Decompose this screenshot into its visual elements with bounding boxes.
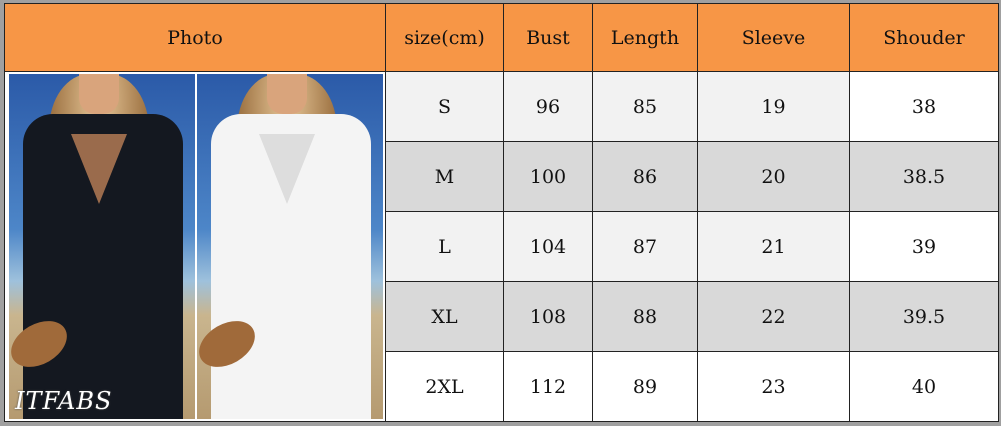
- header-bust: Bust: [503, 3, 593, 72]
- cell-size: L: [385, 211, 504, 282]
- cell-shoulder: 39.5: [849, 281, 999, 352]
- cell-sleeve: 20: [697, 141, 850, 212]
- table-row: XL 108 88 22 39.5: [5, 281, 999, 352]
- cell-sleeve: 19: [697, 71, 850, 142]
- cell-sleeve: 23: [697, 351, 850, 422]
- header-length: Length: [592, 3, 698, 72]
- table-row: ITFABS S 96 85 19 38: [4, 71, 999, 422]
- cell-bust: 96: [503, 71, 593, 142]
- header-shoulder: Shouder: [849, 3, 999, 72]
- table-row: M 100 86 20 38.5: [5, 141, 999, 212]
- cell-bust: 112: [503, 351, 593, 422]
- header-photo: Photo: [4, 3, 386, 72]
- header-row: Photo size(cm) Bust Length Sleeve Shoude…: [4, 3, 999, 72]
- cell-sleeve: 22: [697, 281, 850, 352]
- cell-size: S: [385, 71, 504, 142]
- table-row: L 104 87 21 39: [5, 211, 999, 282]
- cell-bust: 100: [503, 141, 593, 212]
- header-sleeve: Sleeve: [697, 3, 850, 72]
- cell-length: 88: [592, 281, 698, 352]
- product-photo: ITFABS: [4, 71, 386, 422]
- cell-shoulder: 40: [849, 351, 999, 422]
- table-row: 2XL 112 89 23 40: [5, 351, 999, 422]
- white-dress-image: [197, 74, 383, 419]
- cell-length: 86: [592, 141, 698, 212]
- header-size: size(cm): [385, 3, 504, 72]
- size-table: Photo size(cm) Bust Length Sleeve Shoude…: [4, 3, 999, 422]
- cell-bust: 108: [503, 281, 593, 352]
- cell-shoulder: 38.5: [849, 141, 999, 212]
- cell-shoulder: 38: [849, 71, 999, 142]
- watermark-logo: ITFABS: [15, 387, 113, 415]
- black-dress-image: [9, 74, 195, 419]
- cell-size: 2XL: [385, 351, 504, 422]
- cell-bust: 104: [503, 211, 593, 282]
- cell-length: 87: [592, 211, 698, 282]
- cell-size: M: [385, 141, 504, 212]
- cell-length: 85: [592, 71, 698, 142]
- cell-size: XL: [385, 281, 504, 352]
- cell-sleeve: 21: [697, 211, 850, 282]
- cell-shoulder: 39: [849, 211, 999, 282]
- cell-length: 89: [592, 351, 698, 422]
